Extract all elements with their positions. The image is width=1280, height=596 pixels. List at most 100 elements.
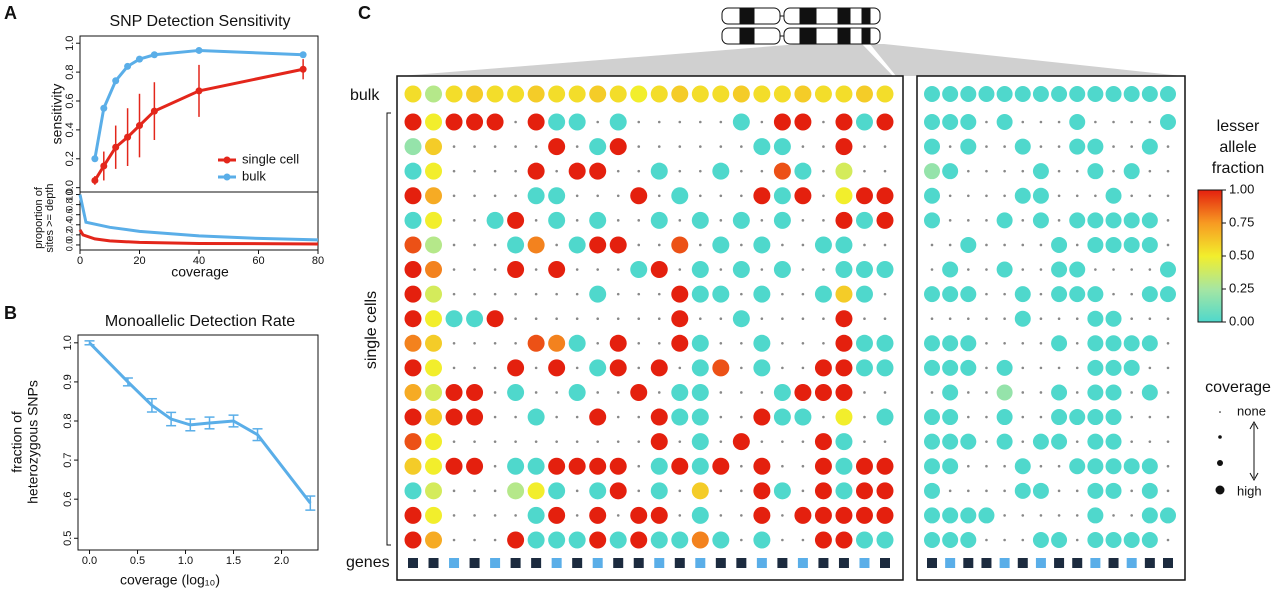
no-coverage-dot (1166, 145, 1170, 148)
no-coverage-dot (1112, 292, 1115, 296)
bulk-dot (835, 85, 853, 103)
cell-dot (1014, 482, 1031, 499)
no-coverage-dot (493, 464, 497, 468)
bulk-dot (876, 85, 894, 103)
colorbar-title: allele (1219, 139, 1256, 156)
point (91, 155, 99, 163)
bulk-dot (466, 85, 484, 103)
no-coverage-dot (1130, 268, 1133, 271)
x-axis-label: coverage (171, 264, 229, 280)
cell-dot (814, 531, 832, 549)
cell-dot (1105, 335, 1122, 352)
legend-label: single cell (242, 151, 299, 166)
bulk-dot (855, 85, 873, 103)
cell-dot (425, 506, 443, 524)
cell-dot (753, 482, 771, 500)
cell-dot (835, 187, 853, 205)
no-coverage-dot (1075, 243, 1079, 247)
cell-dot (876, 457, 894, 475)
no-coverage-dot (1021, 391, 1025, 394)
cell-dot (794, 383, 812, 401)
cell-dot (1123, 212, 1140, 229)
cell-dot (960, 507, 977, 524)
no-coverage-dot (473, 292, 476, 296)
no-coverage-dot (719, 489, 723, 493)
no-coverage-dot (948, 219, 952, 222)
no-coverage-dot (985, 243, 988, 247)
no-coverage-dot (985, 145, 988, 148)
cell-dot (1032, 433, 1049, 450)
gene-marker (1126, 558, 1137, 568)
no-coverage-dot (493, 169, 497, 173)
cell-dot (1087, 286, 1104, 303)
cell-dot (753, 236, 771, 254)
no-coverage-dot (781, 341, 784, 345)
cell-dot (773, 383, 791, 401)
cell-dot (753, 408, 771, 426)
no-coverage-dot (801, 317, 805, 321)
x-tick-label: 20 (133, 255, 145, 267)
bulk-dot (732, 85, 750, 103)
no-coverage-dot (948, 243, 952, 247)
cell-dot (876, 211, 894, 229)
cell-dot (732, 433, 750, 451)
no-coverage-dot (1075, 391, 1079, 394)
no-coverage-dot (967, 464, 970, 468)
no-coverage-dot (948, 194, 952, 198)
cell-dot (1051, 384, 1068, 401)
no-coverage-dot (534, 292, 538, 296)
cell-dot (650, 457, 668, 475)
gene-marker (490, 558, 501, 568)
no-coverage-dot (948, 317, 952, 321)
no-coverage-dot (596, 317, 599, 321)
no-coverage-dot (863, 317, 866, 321)
cell-dot (691, 506, 709, 524)
cell-dot (568, 236, 586, 254)
cell-dot (1141, 335, 1158, 352)
cell-dot (425, 113, 443, 131)
bulk-dot (425, 85, 443, 103)
cell-dot (609, 359, 627, 377)
no-coverage-dot (967, 415, 970, 419)
cell-dot (548, 359, 566, 377)
no-coverage-dot (657, 243, 661, 247)
no-coverage-dot (473, 538, 476, 542)
point (150, 107, 158, 115)
no-coverage-dot (801, 243, 805, 247)
no-coverage-dot (678, 145, 682, 148)
x-tick-label: 0.0 (82, 555, 97, 567)
no-coverage-dot (1075, 538, 1079, 542)
no-coverage-dot (719, 219, 723, 222)
no-coverage-dot (1021, 243, 1025, 247)
gene-marker (963, 558, 974, 568)
y-axis-label: fraction of (9, 411, 25, 473)
no-coverage-dot (657, 391, 661, 394)
cell-dot (1087, 335, 1104, 352)
cell-dot (650, 482, 668, 500)
no-coverage-dot (1039, 317, 1043, 321)
no-coverage-dot (948, 145, 952, 148)
cell-dot (671, 187, 689, 205)
gene-marker (1163, 558, 1173, 568)
no-coverage-dot (616, 440, 620, 443)
no-coverage-dot (616, 317, 620, 321)
no-coverage-dot (1148, 194, 1152, 198)
no-coverage-dot (863, 145, 866, 148)
cell-dot (671, 310, 689, 328)
no-coverage-dot (1039, 145, 1043, 148)
no-coverage-dot (514, 341, 517, 345)
no-coverage-dot (1166, 194, 1170, 198)
cell-dot (671, 285, 689, 303)
cell-dot (942, 335, 959, 352)
cell-dot (835, 310, 853, 328)
no-coverage-dot (883, 169, 887, 173)
legend-swatch (223, 173, 231, 181)
cell-dot (507, 261, 525, 279)
colorbar-title: lesser (1217, 118, 1260, 135)
cell-dot (814, 285, 832, 303)
no-coverage-dot (740, 464, 743, 468)
cell-dot (568, 531, 586, 549)
cell-dot (876, 359, 894, 377)
coverage-key-dot (1215, 485, 1225, 495)
no-coverage-dot (616, 268, 620, 271)
